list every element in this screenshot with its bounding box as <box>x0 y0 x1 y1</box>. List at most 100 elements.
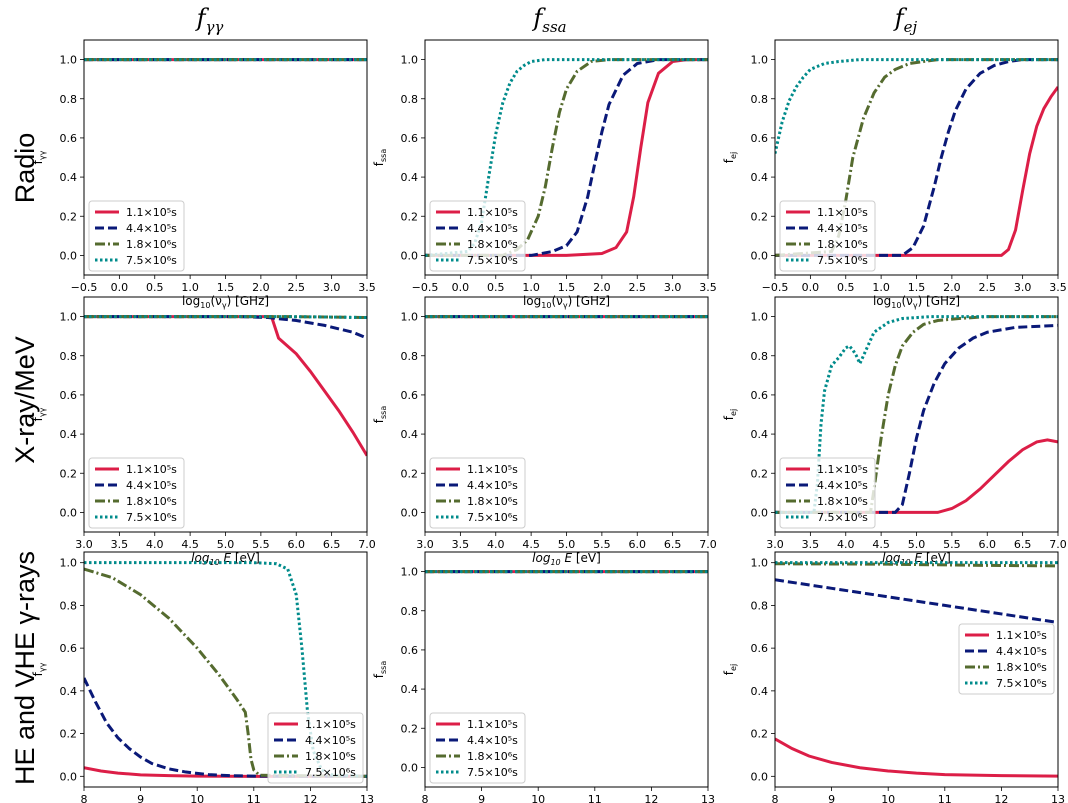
y-tick-label: 0.0 <box>60 770 78 783</box>
series-line-1 <box>84 766 367 778</box>
y-tick-label: 0.8 <box>60 599 78 612</box>
legend-label: 1.1×10⁵s <box>126 463 177 476</box>
y-tick-label: 0.2 <box>751 467 769 480</box>
x-tick-label: 9 <box>137 793 144 803</box>
y-tick-label: 0.2 <box>751 728 769 741</box>
x-tick-label: 12 <box>994 793 1008 803</box>
legend-label: 7.5×10⁶s <box>467 511 518 524</box>
legend: 1.1×10⁵s 4.4×10⁵s 1.8×10⁶s 7.5×10⁶s <box>779 200 876 272</box>
y-tick-label: 0.4 <box>751 171 769 184</box>
legend-label: 1.1×10⁵s <box>467 463 518 476</box>
legend-label: 1.8×10⁶s <box>467 495 518 508</box>
panel-radio-fgg: −0.5 0.0 0.5 1.0 1.5 2.0 2.5 3.0 3.5 0.0 0.2 0.4 0.6… <box>31 39 376 310</box>
column-title-fej: fej <box>893 4 918 36</box>
legend-label: 1.1×10⁵s <box>126 206 177 219</box>
axes-frame <box>424 551 709 788</box>
x-tick-label: 5.0 <box>558 538 576 551</box>
x-tick-label: 2.0 <box>252 281 270 294</box>
series-line-4 <box>84 561 367 778</box>
legend-box <box>429 457 526 529</box>
series-line-2 <box>425 58 708 257</box>
axes-frame <box>774 296 1059 533</box>
legend-box <box>779 457 876 529</box>
y-tick-label: 0.0 <box>401 761 419 774</box>
y-axis-label: fssa <box>372 661 388 679</box>
row-label-xray: X-ray/MeV <box>10 336 40 464</box>
axes-frame <box>83 551 368 788</box>
y-tick-label: 1.0 <box>401 566 419 579</box>
legend: 1.1×10⁵s 4.4×10⁵s 1.8×10⁶s 7.5×10⁶s <box>958 623 1055 695</box>
x-tick-label: 7.0 <box>699 538 717 551</box>
y-tick-label: 1.0 <box>60 557 78 570</box>
y-tick-label: 1.0 <box>401 54 419 67</box>
y-tick-label: 0.0 <box>751 770 769 783</box>
x-tick-label: 13 <box>360 793 374 803</box>
y-tick-label: 0.6 <box>751 132 769 145</box>
x-tick-label: 7.0 <box>358 538 376 551</box>
series-line-1 <box>84 315 367 457</box>
y-tick-label: 0.4 <box>751 428 769 441</box>
legend-label: 1.1×10⁵s <box>305 718 356 731</box>
panel-radio-fej: −0.5 0.0 0.5 1.0 1.5 2.0 2.5 3.0 3.5 0.0 0.2 0.4 0.6… <box>722 39 1067 310</box>
legend-label: 1.1×10⁵s <box>817 463 868 476</box>
legend-label: 7.5×10⁶s <box>996 677 1047 690</box>
y-axis-label: fej <box>722 664 738 675</box>
y-tick-label: 1.0 <box>401 311 419 324</box>
y-tick-label: 0.2 <box>401 467 419 480</box>
x-tick-label: 6.5 <box>1014 538 1032 551</box>
y-tick-label: 0.6 <box>401 644 419 657</box>
x-tick-label: 1.0 <box>181 281 199 294</box>
x-tick-label: 0.5 <box>487 281 505 294</box>
panel-xray-fgg: 3.0 3.5 4.0 4.5 5.0 5.5 6.0 6.5 7.0 0.0 0.2 0.4 0.6 0… <box>31 296 376 567</box>
legend-label: 1.8×10⁶s <box>126 238 177 251</box>
y-tick-label: 0.6 <box>751 389 769 402</box>
y-tick-label: 0.8 <box>751 93 769 106</box>
x-tick-label: 4.5 <box>181 538 199 551</box>
legend-box <box>779 200 876 272</box>
x-axis-label: log10(νγ) [GHz] <box>523 294 610 310</box>
series-line-4 <box>84 315 367 320</box>
x-tick-label: 13 <box>701 793 715 803</box>
legend: 1.1×10⁵s 4.4×10⁵s 1.8×10⁶s 7.5×10⁶s <box>429 712 526 784</box>
series-line-3 <box>84 567 367 778</box>
y-tick-label: 0.4 <box>60 685 78 698</box>
panel-xray-fssa: 3.0 3.5 4.0 4.5 5.0 5.5 6.0 6.5 7.0 0.0 0.2 0.4 0.6 0… <box>372 296 717 567</box>
axes-frame <box>774 551 1059 788</box>
y-tick-label: 0.4 <box>751 685 769 698</box>
y-tick-label: 1.0 <box>751 54 769 67</box>
y-tick-label: 0.8 <box>401 93 419 106</box>
x-tick-label: −0.5 <box>762 281 789 294</box>
series-line-2 <box>775 58 1058 257</box>
x-tick-label: 3.0 <box>75 538 93 551</box>
x-tick-label: 1.0 <box>872 281 890 294</box>
x-tick-label: 5.0 <box>908 538 926 551</box>
x-tick-label: 9 <box>828 793 835 803</box>
y-axis-label: fej <box>722 409 738 420</box>
legend-label: 4.4×10⁵s <box>817 222 868 235</box>
x-tick-label: 5.5 <box>252 538 270 551</box>
x-tick-label: 7.0 <box>1049 538 1067 551</box>
legend-label: 1.1×10⁵s <box>817 206 868 219</box>
y-tick-label: 0.6 <box>60 132 78 145</box>
x-tick-label: 6.5 <box>664 538 682 551</box>
legend: 1.1×10⁵s 4.4×10⁵s 1.8×10⁶s 7.5×10⁶s <box>267 712 364 784</box>
legend-label: 1.8×10⁶s <box>467 238 518 251</box>
legend-label: 4.4×10⁵s <box>467 479 518 492</box>
legend-label: 1.1×10⁵s <box>467 718 518 731</box>
x-tick-label: 3.0 <box>1014 281 1032 294</box>
legend-label: 4.4×10⁵s <box>126 479 177 492</box>
y-tick-label: 1.0 <box>751 557 769 570</box>
legend-label: 1.8×10⁶s <box>305 750 356 763</box>
legend-label: 4.4×10⁵s <box>305 734 356 747</box>
x-tick-label: 3.5 <box>111 538 129 551</box>
y-axis-label: fγγ <box>31 150 47 164</box>
y-tick-label: 0.6 <box>401 132 419 145</box>
x-tick-label: 8 <box>772 793 779 803</box>
y-tick-label: 0.8 <box>60 350 78 363</box>
y-tick-label: 0.4 <box>401 428 419 441</box>
x-tick-label: 3.0 <box>416 538 434 551</box>
legend-label: 1.8×10⁶s <box>996 661 1047 674</box>
y-axis-label: fγγ <box>31 407 47 421</box>
legend-label: 1.8×10⁶s <box>817 495 868 508</box>
